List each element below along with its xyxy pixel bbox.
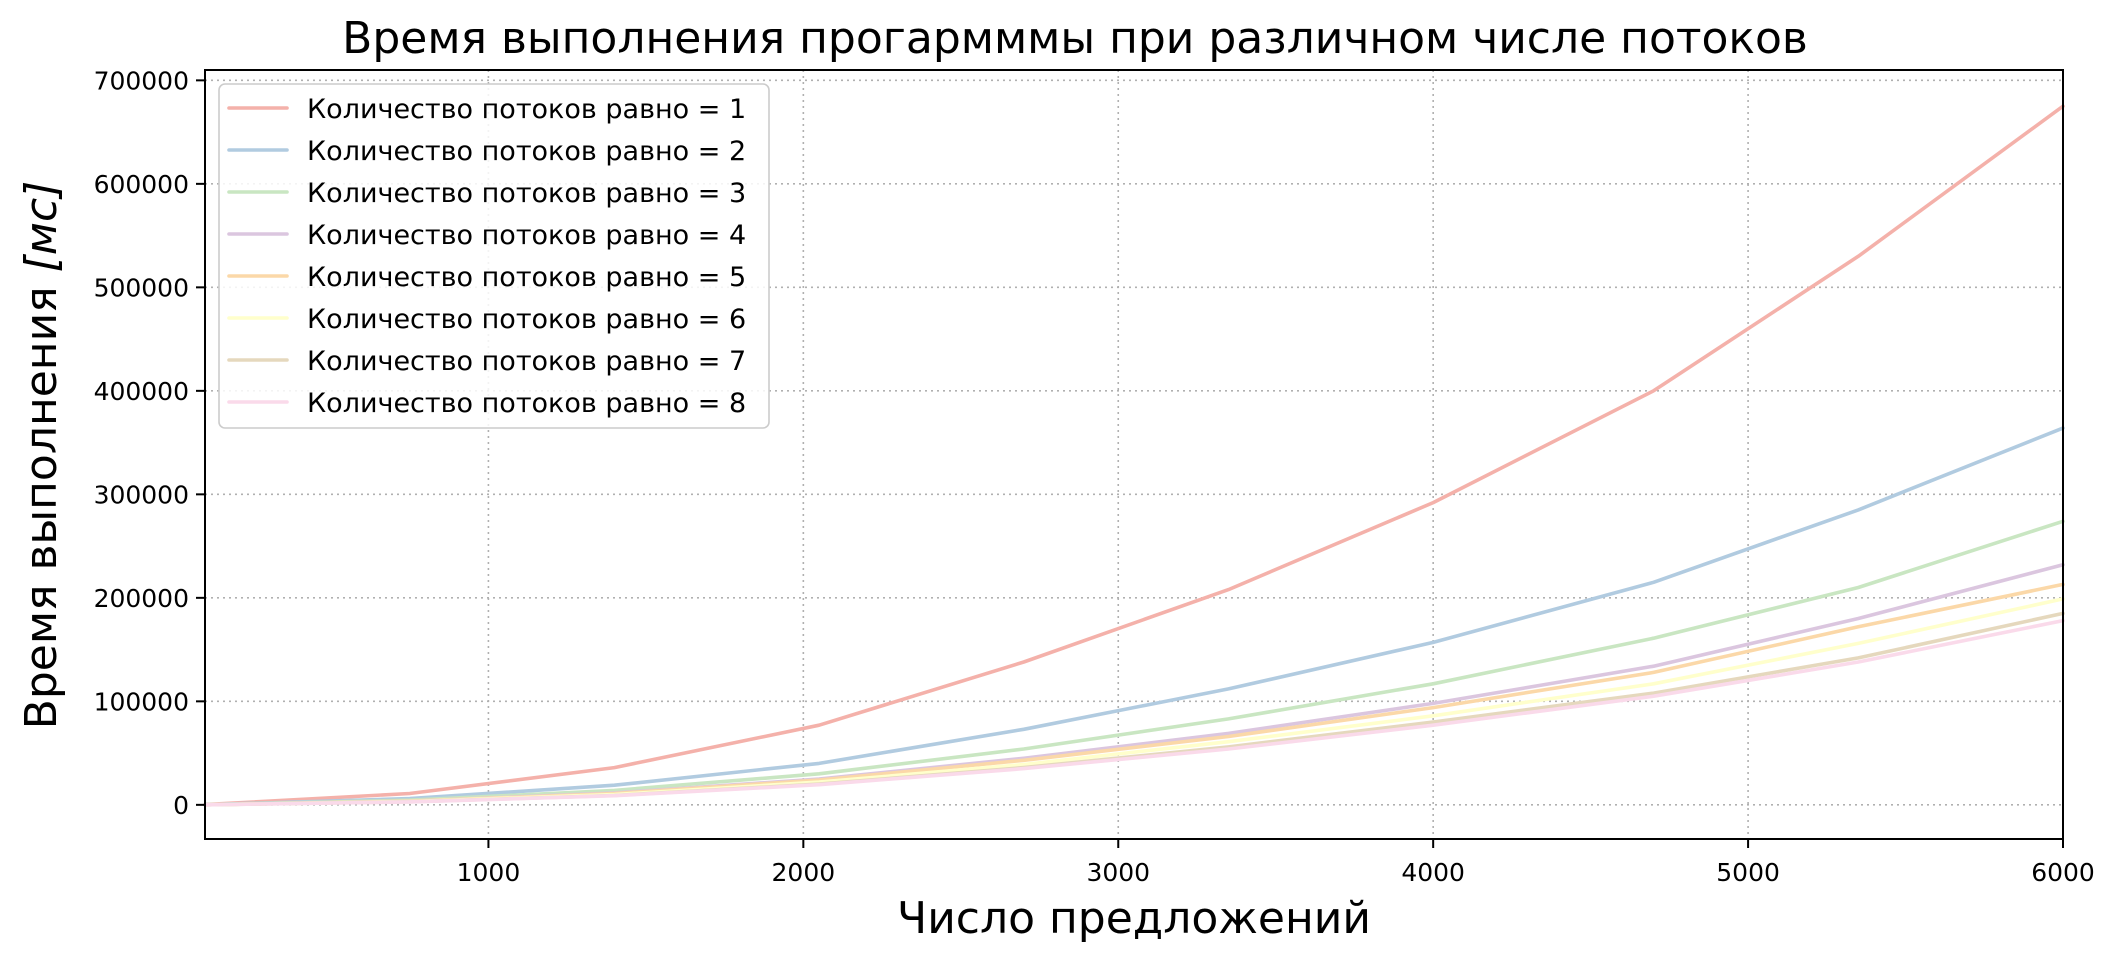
series-line-1	[203, 104, 2065, 807]
y-tick-label: 600000	[94, 170, 189, 199]
legend-label-7: Количество потоков равно = 7	[307, 346, 746, 377]
grid-layer	[205, 70, 2064, 839]
legend-label-2: Количество потоков равно = 2	[307, 136, 746, 167]
x-tick-label: 5000	[1716, 858, 1780, 887]
legend-label-6: Количество потоков равно = 6	[307, 304, 746, 335]
y-tick-label: 300000	[94, 480, 189, 509]
series-line-5	[203, 582, 2065, 807]
x-tick-label: 4000	[1401, 858, 1465, 887]
y-tick-label: 400000	[94, 377, 189, 406]
y-tick-label: 200000	[94, 584, 189, 613]
legend-box	[218, 83, 770, 429]
y-tick-label: 0	[173, 791, 189, 820]
x-tick-label: 1000	[457, 858, 521, 887]
y-tick-label: 700000	[94, 66, 189, 95]
x-tick-label: 2000	[772, 858, 836, 887]
legend-label-8: Количество потоков равно = 8	[307, 388, 746, 419]
legend-label-3: Количество потоков равно = 3	[307, 178, 746, 209]
x-axis-title: Число предложений	[897, 893, 1371, 944]
y-axis-title-unit: [мс]	[16, 181, 67, 273]
legend-label-4: Количество потоков равно = 4	[307, 220, 746, 251]
series-layer	[203, 104, 2065, 807]
legend-items: Количество потоков равно = 1 Количество п…	[227, 94, 746, 419]
legend-label-5: Количество потоков равно = 5	[307, 262, 746, 293]
y-axis-title-text: Время выполнения	[16, 272, 67, 729]
series-line-3	[203, 519, 2065, 807]
y-tick-label: 100000	[94, 687, 189, 716]
legend-label-1: Количество потоков равно = 1	[307, 94, 746, 125]
y-tick-label: 500000	[94, 273, 189, 302]
x-tick-label: 6000	[2031, 858, 2095, 887]
series-line-2	[203, 426, 2065, 807]
plot-frame	[204, 69, 2064, 840]
y-axis-title: Время выполнения [мс]	[16, 181, 67, 730]
legend: Количество потоков равно = 1 Количество п…	[218, 83, 770, 429]
tick-layer: 1000 2000 3000 4000 5000 6000 0 100000 200000 300…	[94, 66, 2095, 887]
series-line-4	[203, 562, 2065, 807]
chart-title: Время выполнения прогармммы при различно…	[342, 13, 1808, 64]
series-line-8	[203, 618, 2065, 807]
x-tick-label: 3000	[1086, 858, 1150, 887]
